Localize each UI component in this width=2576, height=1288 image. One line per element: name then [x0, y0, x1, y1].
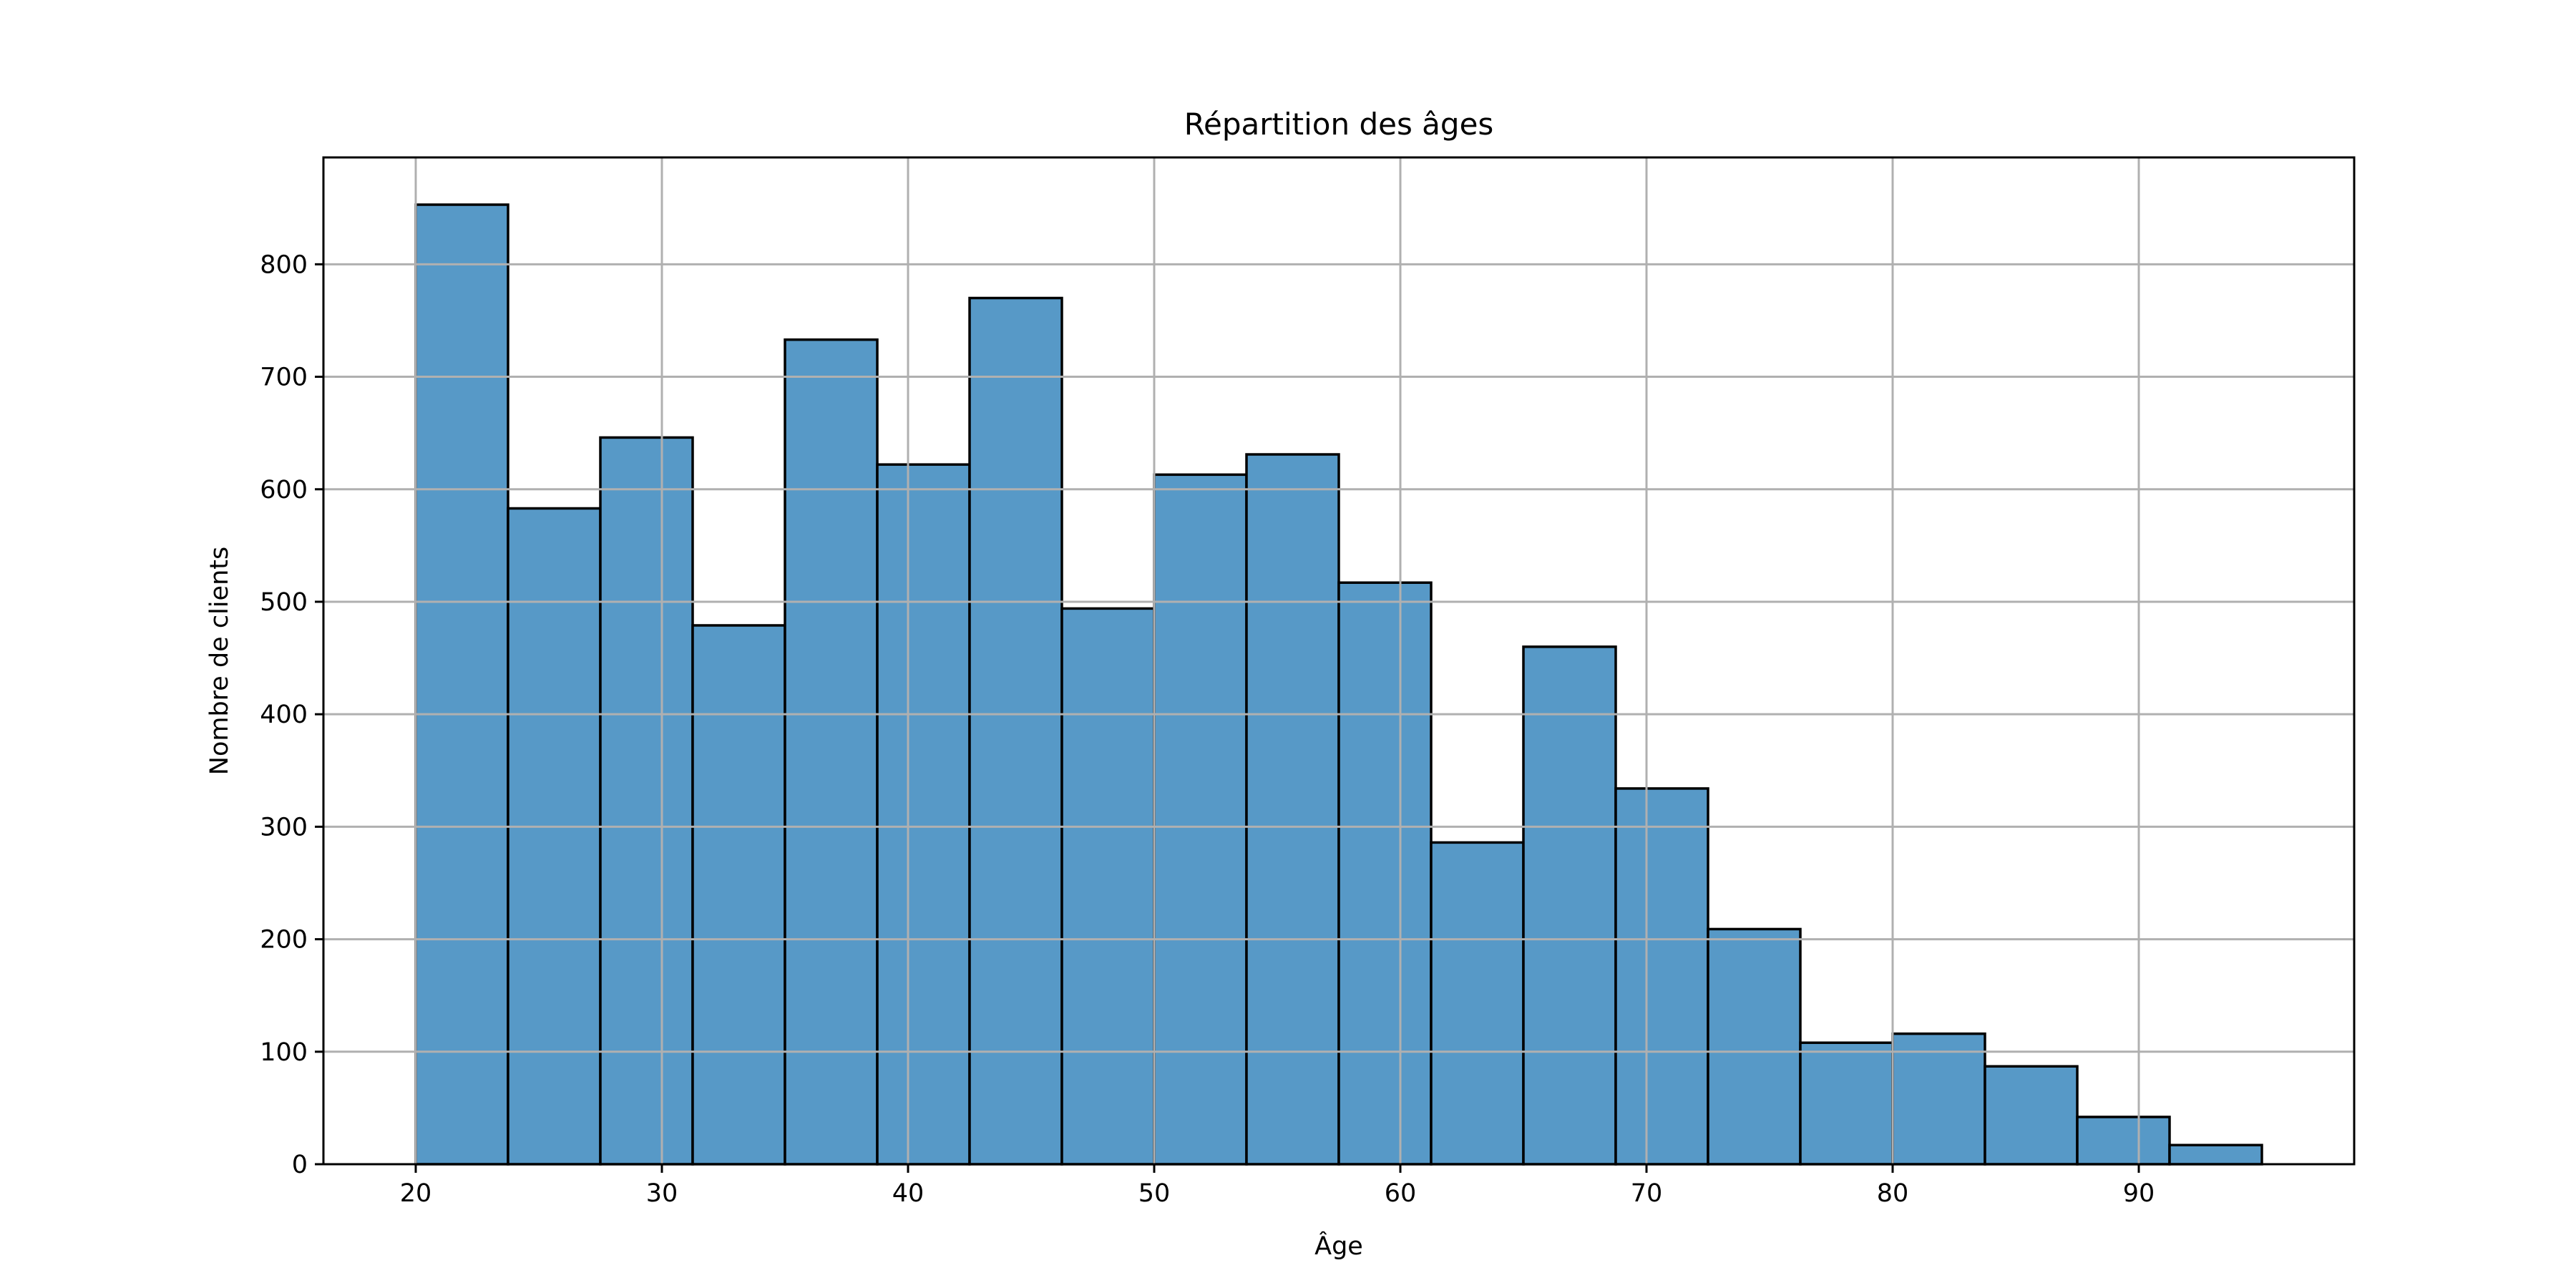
- x-tick-label: 40: [892, 1179, 924, 1208]
- histogram-bar: [876, 463, 971, 1166]
- x-tick-label: 50: [1138, 1179, 1171, 1208]
- histogram-bar: [1060, 607, 1156, 1166]
- histogram-bar: [1984, 1065, 2079, 1166]
- x-tick-label: 60: [1385, 1179, 1417, 1208]
- histogram-bar: [1799, 1041, 1894, 1166]
- y-tick-label: 800: [260, 250, 308, 279]
- y-tick-label: 100: [260, 1038, 308, 1067]
- x-axis-label: Âge: [1314, 1231, 1363, 1261]
- x-tick-label: 80: [1877, 1179, 1909, 1208]
- histogram-bar: [2168, 1143, 2263, 1166]
- axis-ticks: 20 30 40 50 60 70 80 90 0 100 200 300 400 500 600 700 80…: [260, 250, 2155, 1208]
- histogram-bar: [1153, 473, 1248, 1166]
- histogram-bar: [1337, 581, 1433, 1166]
- y-tick-label: 400: [260, 701, 308, 729]
- histogram-bar: [1707, 927, 1802, 1166]
- y-tick-label: 0: [292, 1151, 308, 1179]
- histogram-bar: [1522, 645, 1617, 1166]
- x-tick-label: 20: [400, 1179, 432, 1208]
- histogram-bars: [414, 203, 2263, 1166]
- histogram-bar: [599, 436, 694, 1166]
- y-axis-label: Nombre de clients: [205, 547, 234, 775]
- histogram-bar: [1891, 1032, 1986, 1166]
- y-tick-label: 500: [260, 588, 308, 617]
- x-tick-label: 70: [1631, 1179, 1663, 1208]
- histogram-bar: [2076, 1116, 2171, 1166]
- histogram-bar: [507, 507, 602, 1166]
- histogram-bar: [1430, 841, 1525, 1166]
- plot-frame: [322, 156, 2356, 1166]
- histogram-bar: [784, 338, 879, 1166]
- y-tick-label: 600: [260, 476, 308, 504]
- y-tick-label: 300: [260, 813, 308, 841]
- histogram-bar: [414, 203, 509, 1166]
- x-tick-label: 30: [646, 1179, 678, 1208]
- histogram-bar: [968, 296, 1063, 1166]
- y-tick-label: 200: [260, 926, 308, 955]
- histogram-bar: [1614, 787, 1709, 1166]
- x-tick-label: 90: [2123, 1179, 2155, 1208]
- chart-title: Répartition des âges: [1184, 107, 1494, 142]
- histogram-bar: [1245, 453, 1340, 1166]
- y-tick-label: 700: [260, 364, 308, 392]
- histogram-bar: [691, 624, 786, 1166]
